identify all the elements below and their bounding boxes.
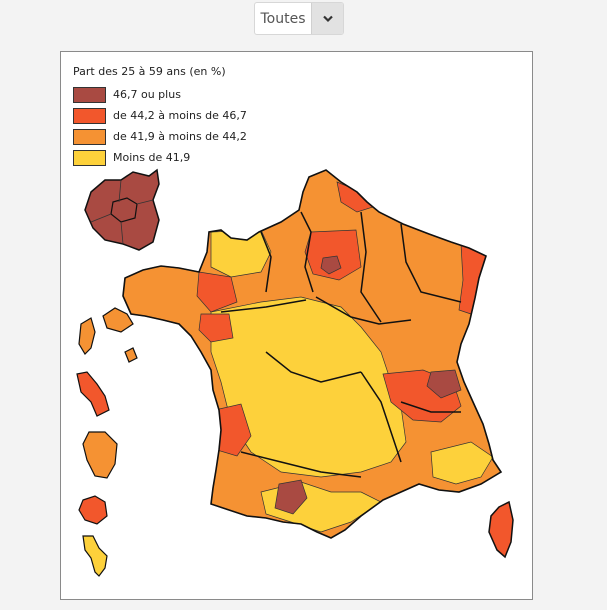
mayotte: [82, 535, 108, 577]
reunion: [78, 495, 108, 525]
legend-label-4: Moins de 41,9: [113, 151, 191, 164]
legend-label-2: de 44,2 à moins de 46,7: [113, 109, 247, 122]
legend-item-2: de 44,2 à moins de 46,7: [73, 105, 247, 126]
legend-title: Part des 25 à 59 ans (en %): [73, 65, 226, 78]
legend-item-4: Moins de 41,9: [73, 147, 247, 168]
legend: Part des 25 à 59 ans (en %) 46,7 ou plus…: [73, 65, 247, 168]
zone-toulouse-dark: [274, 479, 308, 515]
legend-swatch-2: [73, 107, 106, 124]
legend-label-3: de 41,9 à moins de 44,2: [113, 130, 247, 143]
legend-item-3: de 41,9 à moins de 44,2: [73, 126, 247, 147]
france-map: [76, 168, 514, 577]
inset-ile-de-france: [84, 168, 160, 251]
metropole: [122, 169, 503, 539]
guadeloupe: [78, 307, 138, 363]
legend-swatch-3: [73, 128, 106, 145]
legend-swatch-1: [73, 86, 106, 103]
zone-ile-de-france-red: [304, 229, 362, 281]
zone-savoie-dark: [426, 369, 462, 399]
corse: [488, 500, 514, 559]
zone-normandie-yellow: [210, 229, 272, 278]
region-select[interactable]: Toutes: [254, 2, 344, 35]
legend-item-1: 46,7 ou plus: [73, 84, 247, 105]
map-panel: Part des 25 à 59 ans (en %) 46,7 ou plus…: [60, 51, 533, 600]
martinique: [76, 371, 110, 417]
zone-provence-yellow: [430, 441, 494, 485]
region-select-value[interactable]: Toutes: [260, 10, 306, 27]
chevron-down-icon[interactable]: [311, 3, 343, 34]
zone-paris-dark: [320, 255, 342, 275]
guyane: [82, 431, 118, 479]
legend-label-1: 46,7 ou plus: [113, 88, 181, 101]
zone-loire-red: [198, 313, 234, 343]
legend-swatch-4: [73, 149, 106, 166]
zone-bretagne-red: [196, 271, 238, 313]
